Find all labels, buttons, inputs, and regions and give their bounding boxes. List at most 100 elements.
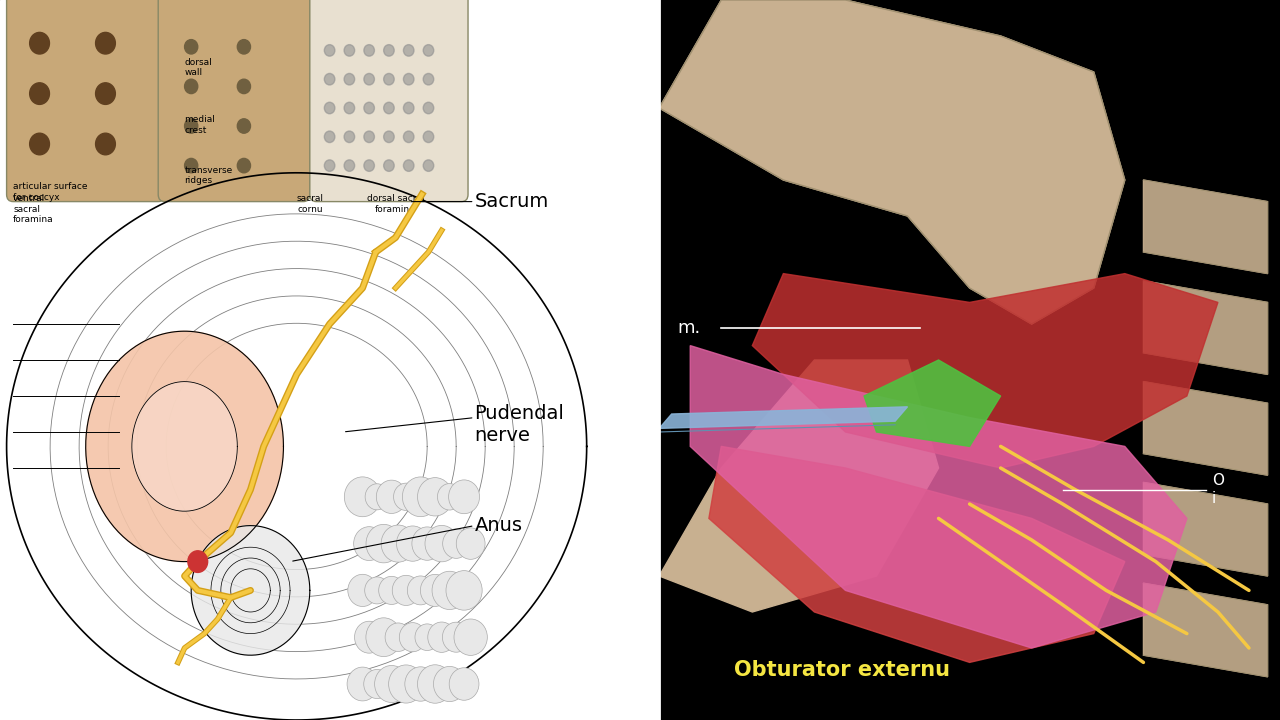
Circle shape (29, 133, 50, 155)
Circle shape (324, 45, 335, 56)
Circle shape (428, 622, 456, 652)
Circle shape (454, 619, 488, 655)
Circle shape (364, 160, 375, 171)
Text: ventral
sacral
foramina: ventral sacral foramina (13, 194, 54, 224)
Circle shape (425, 526, 458, 562)
Circle shape (417, 665, 453, 703)
Text: dorsal
wall: dorsal wall (184, 58, 212, 77)
Circle shape (434, 667, 466, 701)
Circle shape (403, 45, 413, 56)
Polygon shape (659, 407, 908, 428)
Circle shape (424, 45, 434, 56)
Circle shape (366, 618, 402, 657)
Text: O
i: O i (1212, 474, 1224, 505)
Circle shape (96, 133, 115, 155)
Circle shape (384, 45, 394, 56)
Circle shape (237, 119, 251, 133)
Circle shape (393, 483, 419, 510)
Text: Obturator externu: Obturator externu (733, 660, 950, 680)
Circle shape (364, 45, 375, 56)
Circle shape (424, 131, 434, 143)
Circle shape (29, 83, 50, 104)
Circle shape (403, 160, 413, 171)
Circle shape (344, 73, 355, 85)
Circle shape (385, 623, 411, 652)
Circle shape (403, 102, 413, 114)
Text: medial
crest: medial crest (184, 115, 215, 135)
Text: sacral
cornu: sacral cornu (297, 194, 324, 214)
Circle shape (237, 40, 251, 54)
Circle shape (347, 667, 378, 701)
Circle shape (184, 79, 198, 94)
Circle shape (424, 102, 434, 114)
Circle shape (355, 621, 384, 653)
Circle shape (384, 73, 394, 85)
Circle shape (404, 667, 436, 701)
Polygon shape (709, 446, 1125, 662)
Circle shape (366, 524, 401, 563)
Circle shape (448, 480, 480, 513)
Circle shape (96, 32, 115, 54)
Circle shape (443, 529, 470, 558)
FancyBboxPatch shape (6, 0, 165, 202)
Circle shape (348, 575, 378, 606)
Circle shape (403, 73, 413, 85)
Circle shape (364, 670, 390, 698)
Circle shape (353, 526, 385, 561)
Circle shape (188, 551, 207, 572)
Text: m.: m. (678, 318, 701, 336)
Polygon shape (690, 346, 1187, 648)
Polygon shape (659, 0, 1125, 324)
Circle shape (324, 73, 335, 85)
Circle shape (379, 576, 404, 605)
Circle shape (376, 480, 407, 513)
Text: Pudendal
nerve: Pudendal nerve (475, 405, 564, 445)
Circle shape (184, 158, 198, 173)
Circle shape (445, 571, 483, 610)
Circle shape (438, 484, 462, 510)
Circle shape (389, 665, 424, 703)
Circle shape (344, 131, 355, 143)
Circle shape (424, 73, 434, 85)
Circle shape (397, 526, 429, 562)
Circle shape (399, 623, 426, 652)
Circle shape (365, 484, 389, 510)
Polygon shape (1143, 482, 1267, 576)
Circle shape (184, 40, 198, 54)
Circle shape (344, 477, 381, 517)
Circle shape (381, 525, 415, 562)
Circle shape (96, 83, 115, 104)
Circle shape (364, 131, 375, 143)
Circle shape (403, 131, 413, 143)
Circle shape (443, 622, 470, 652)
Circle shape (344, 160, 355, 171)
Circle shape (324, 102, 335, 114)
Circle shape (415, 624, 439, 650)
Circle shape (375, 665, 408, 703)
Polygon shape (1143, 180, 1267, 274)
Text: Anus: Anus (475, 516, 522, 535)
Polygon shape (864, 360, 1001, 446)
Polygon shape (659, 360, 938, 612)
Circle shape (364, 73, 375, 85)
Circle shape (384, 160, 394, 171)
Text: articular surface
for coccyx: articular surface for coccyx (13, 182, 88, 202)
Circle shape (344, 102, 355, 114)
Text: dorsal sacral
foramina: dorsal sacral foramina (366, 194, 425, 214)
Polygon shape (753, 274, 1219, 468)
Circle shape (402, 477, 439, 517)
Circle shape (384, 131, 394, 143)
Polygon shape (191, 526, 310, 655)
Polygon shape (1143, 382, 1267, 475)
FancyBboxPatch shape (159, 0, 310, 202)
Circle shape (407, 576, 434, 605)
Circle shape (237, 79, 251, 94)
Circle shape (29, 32, 50, 54)
Circle shape (456, 528, 485, 559)
Circle shape (392, 575, 420, 606)
Circle shape (424, 160, 434, 171)
Polygon shape (86, 331, 283, 562)
Circle shape (324, 160, 335, 171)
Polygon shape (1143, 281, 1267, 374)
Text: Sacrum: Sacrum (475, 192, 549, 211)
